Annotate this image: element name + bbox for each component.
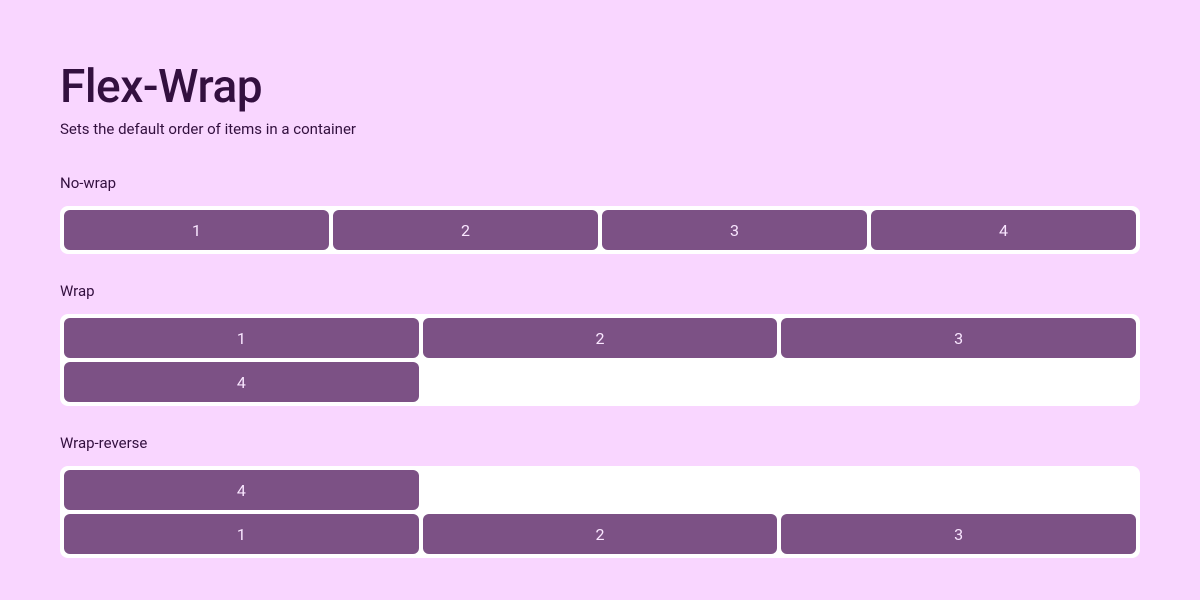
- page-title: Flex-Wrap: [60, 60, 1140, 114]
- flex-item: 3: [781, 514, 1136, 554]
- flex-item: 4: [871, 210, 1136, 250]
- page-subtitle: Sets the default order of items in a con…: [60, 120, 1140, 138]
- flex-item: 2: [333, 210, 598, 250]
- section-nowrap: No-wrap 1 2 3 4: [60, 174, 1140, 254]
- flex-item: 3: [781, 318, 1136, 358]
- flex-item: 1: [64, 514, 419, 554]
- flex-container-wrap-reverse: 1 2 3 4: [60, 466, 1140, 558]
- section-wrap: Wrap 1 2 3 4: [60, 282, 1140, 406]
- flex-container-nowrap: 1 2 3 4: [60, 206, 1140, 254]
- page-root: Flex-Wrap Sets the default order of item…: [0, 0, 1200, 600]
- flex-container-wrap: 1 2 3 4: [60, 314, 1140, 406]
- flex-item: 3: [602, 210, 867, 250]
- flex-item: 1: [64, 210, 329, 250]
- section-label-nowrap: No-wrap: [60, 174, 1140, 192]
- section-wrap-reverse: Wrap-reverse 1 2 3 4: [60, 434, 1140, 558]
- flex-item: 4: [64, 362, 419, 402]
- section-label-wrap-reverse: Wrap-reverse: [60, 434, 1140, 452]
- flex-item: 2: [423, 318, 778, 358]
- section-label-wrap: Wrap: [60, 282, 1140, 300]
- flex-item: 4: [64, 470, 419, 510]
- flex-item: 1: [64, 318, 419, 358]
- flex-item: 2: [423, 514, 778, 554]
